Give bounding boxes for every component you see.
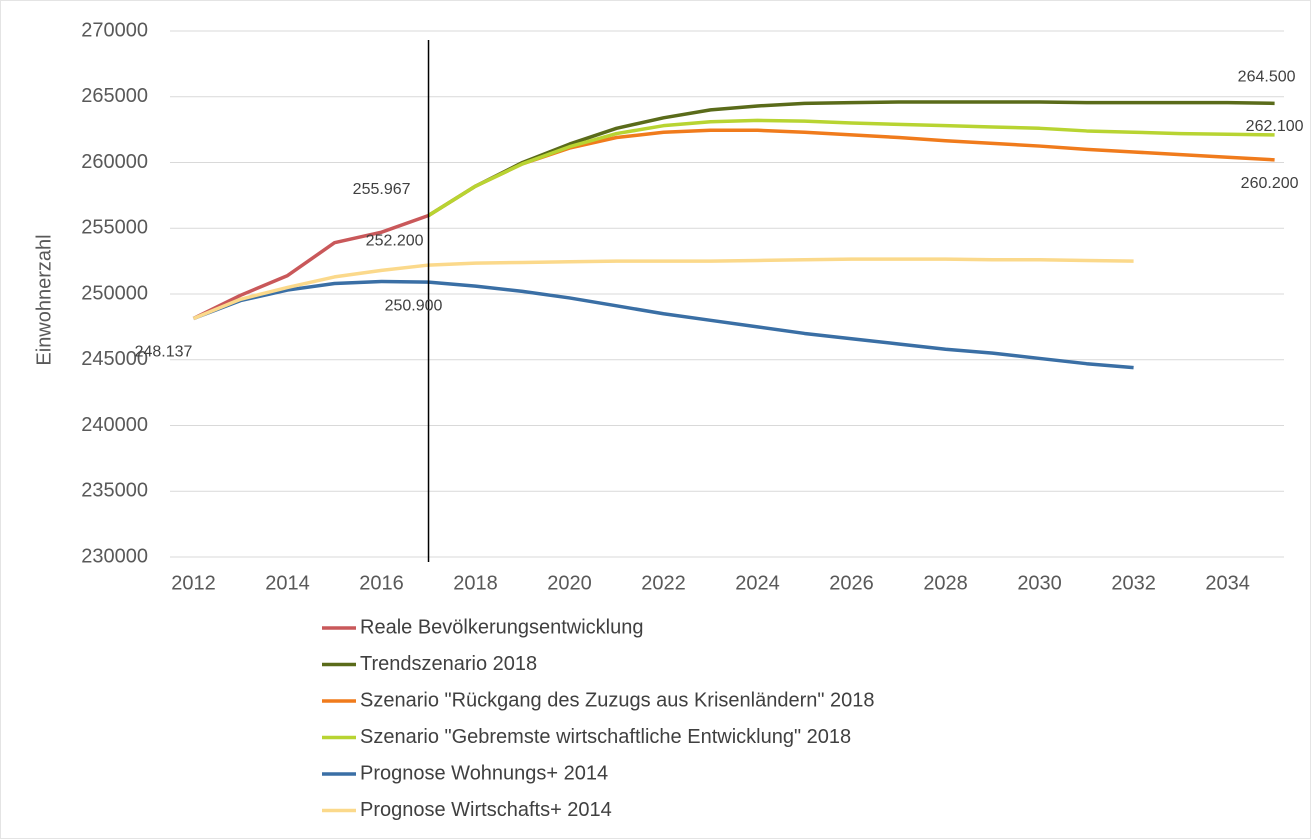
data-label: 248.137 — [135, 344, 193, 361]
x-tick-label: 2018 — [453, 572, 498, 594]
x-tick-label: 2034 — [1205, 572, 1250, 594]
data-label: 252.200 — [366, 232, 424, 249]
legend-label: Szenario "Rückgang des Zuzugs aus Krisen… — [360, 689, 875, 711]
data-label: 250.900 — [385, 297, 443, 314]
x-tick-label: 2016 — [359, 572, 404, 594]
y-tick-label: 235000 — [81, 480, 148, 502]
series-line — [192, 279, 1134, 370]
y-tick-label: 230000 — [81, 545, 148, 567]
y-tick-label: 240000 — [81, 414, 148, 436]
y-tick-label: 255000 — [81, 217, 148, 239]
y-tick-label: 250000 — [81, 282, 148, 304]
x-tick-label: 2032 — [1111, 572, 1156, 594]
data-label: 260.200 — [1241, 175, 1299, 192]
x-tick-label: 2026 — [829, 572, 874, 594]
legend-label: Reale Bevölkerungsentwicklung — [360, 616, 644, 638]
x-tick-label: 2014 — [265, 572, 310, 594]
data-label: 255.967 — [353, 181, 411, 198]
y-tick-label: 245000 — [81, 348, 148, 370]
x-tick-label: 2024 — [735, 572, 780, 594]
legend-label: Prognose Wohnungs+ 2014 — [360, 762, 608, 784]
x-tick-label: 2012 — [171, 572, 216, 594]
y-axis-label: Einwohnerzahl — [33, 234, 55, 365]
x-tick-label: 2030 — [1017, 572, 1062, 594]
data-label: 264.500 — [1238, 69, 1296, 86]
series-line — [427, 118, 1275, 218]
y-tick-label: 260000 — [81, 151, 148, 173]
legend-label: Prognose Wirtschafts+ 2014 — [360, 799, 612, 821]
series-line — [192, 257, 1134, 321]
legend-label: Szenario "Gebremste wirtschaftliche Entw… — [360, 726, 851, 748]
data-label: 262.100 — [1246, 118, 1304, 135]
legend-label: Trendszenario 2018 — [360, 653, 537, 675]
series-line — [427, 100, 1275, 218]
x-tick-label: 2022 — [641, 572, 686, 594]
y-tick-label: 270000 — [81, 19, 148, 41]
x-tick-label: 2028 — [923, 572, 968, 594]
x-tick-label: 2020 — [547, 572, 592, 594]
series-line — [192, 213, 430, 321]
y-tick-label: 265000 — [81, 85, 148, 107]
